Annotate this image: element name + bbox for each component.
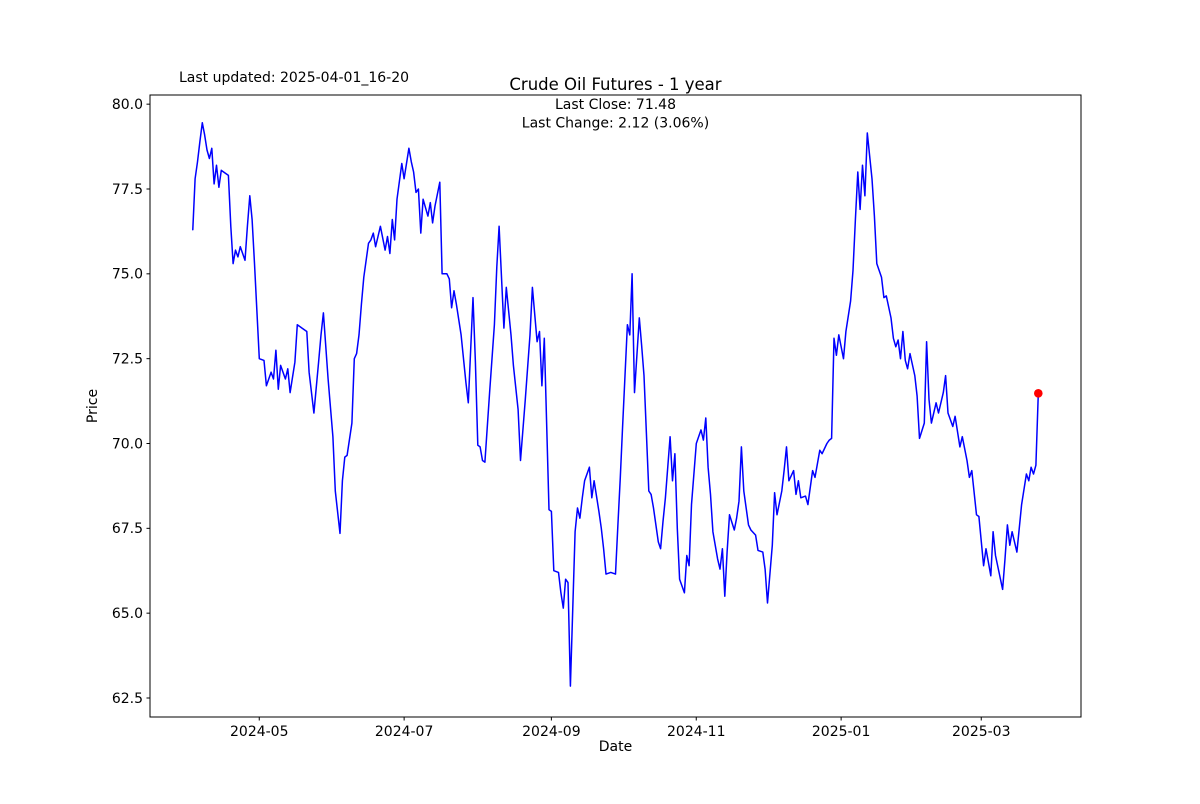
- y-axis-ticks: 80.0 77.5 75.0 72.5 70.0 67.5 65.0 62.5: [112, 97, 150, 707]
- annotation-last-change: Last Change: 2.12 (3.06%): [522, 116, 709, 132]
- y-tick-label: 62.5: [112, 691, 143, 707]
- plot-area: [149, 94, 1082, 718]
- x-tick-label: 2025-01: [812, 724, 871, 740]
- chart-title: Crude Oil Futures - 1 year: [509, 75, 721, 94]
- x-axis-label: Date: [599, 739, 632, 755]
- y-tick-label: 75.0: [112, 267, 143, 283]
- y-axis-label: Price: [85, 389, 101, 423]
- y-tick-label: 67.5: [112, 521, 143, 537]
- y-tick-label: 77.5: [112, 182, 143, 198]
- last-close-marker: [1034, 389, 1043, 398]
- x-tick-label: 2024-05: [230, 724, 289, 740]
- x-tick-label: 2024-11: [667, 724, 726, 740]
- price-line: [192, 122, 1040, 687]
- y-tick-label: 80.0: [112, 97, 143, 113]
- y-tick-label: 72.5: [112, 351, 143, 367]
- x-axis-ticks: 2024-05 2024-07 2024-09 2024-11 2025-01 2025-…: [230, 717, 1011, 740]
- x-tick-label: 2024-07: [375, 724, 434, 740]
- last-updated-text: Last updated: 2025-04-01_16-20: [179, 70, 409, 86]
- x-tick-label: 2025-03: [952, 724, 1011, 740]
- y-tick-label: 70.0: [112, 436, 143, 452]
- x-tick-label: 2024-09: [522, 724, 581, 740]
- annotation-last-close: Last Close: 71.48: [555, 97, 676, 113]
- y-tick-label: 65.0: [112, 606, 143, 622]
